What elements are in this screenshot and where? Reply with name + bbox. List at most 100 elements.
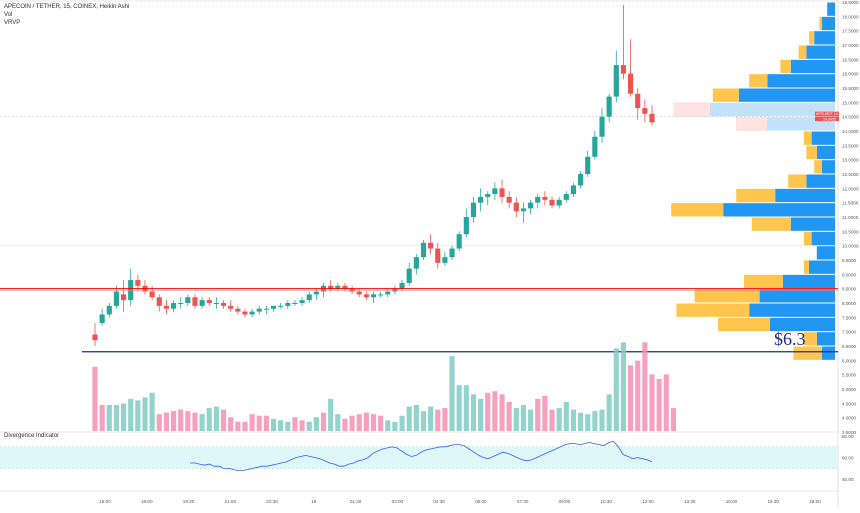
- volume-bar: [256, 415, 262, 431]
- vp-bar-yellow: [798, 45, 807, 59]
- x-tick-label: 18: [311, 499, 317, 504]
- candle-body: [649, 113, 655, 123]
- price-tag-lower: [815, 116, 839, 122]
- candle-body: [185, 297, 191, 303]
- x-tick-label: 18:00: [141, 499, 153, 504]
- y-tick-label: 11.0000: [842, 215, 859, 220]
- volume-bar: [285, 421, 291, 431]
- vol-label[interactable]: Vol: [4, 12, 13, 18]
- volume-bar: [449, 356, 455, 431]
- y-tick-label: 11.5000: [842, 201, 859, 206]
- volume-bar: [656, 379, 662, 431]
- y-tick-label: 10.5000: [842, 229, 859, 234]
- candle-body: [549, 199, 555, 206]
- y-tick-label: 14.0000: [842, 129, 859, 134]
- x-tick-label: 01:30: [350, 499, 362, 504]
- candle-body: [599, 116, 605, 137]
- vp-bar-yellow: [676, 303, 750, 317]
- candle-body: [99, 314, 105, 324]
- x-tick-label: 03:00: [392, 499, 404, 504]
- y-tick-label: 13.5000: [842, 143, 859, 148]
- symbol-line[interactable]: APECOIN / TETHER, 15, COINEX, Heikin Ash…: [4, 4, 130, 10]
- y-tick-label: 17.5000: [842, 29, 859, 34]
- candle-body: [435, 248, 441, 263]
- vp-bar-blue: [738, 88, 835, 102]
- volume-bar: [399, 415, 405, 431]
- candle-body: [278, 305, 284, 307]
- candle-body: [385, 291, 391, 295]
- candle-body: [292, 303, 298, 304]
- candle-body: [242, 311, 248, 315]
- vp-bar-yellow: [673, 102, 711, 117]
- candle-body: [235, 308, 241, 312]
- volume-bar: [142, 397, 148, 431]
- candle-body: [342, 285, 348, 289]
- candle-body: [428, 242, 434, 249]
- volume-bar: [413, 405, 419, 431]
- candle-body: [170, 303, 177, 309]
- volume-bar: [128, 398, 134, 431]
- candle-body: [585, 156, 591, 174]
- volume-bar: [92, 366, 98, 431]
- candle-body: [392, 288, 398, 292]
- candle-body: [313, 291, 319, 295]
- volume-bar: [206, 408, 212, 431]
- y-tick-label: 12.0000: [842, 186, 859, 191]
- volume-bar: [163, 412, 169, 431]
- chart-legend: APECOIN / TETHER, 15, COINEX, Heikin Ash…: [4, 3, 129, 27]
- x-tick-label: 07:30: [517, 499, 529, 504]
- vp-bar-yellow: [736, 188, 776, 203]
- volume-bar: [528, 409, 534, 431]
- price-annotation: $6.3: [774, 329, 806, 349]
- y-tick-label: 3.5000: [842, 430, 856, 435]
- volume-bar: [456, 385, 462, 431]
- vrvp-label[interactable]: VRVP: [4, 20, 21, 26]
- candle-body: [563, 194, 569, 200]
- x-tick-label: 09:00: [559, 499, 571, 504]
- vp-bar-blue: [816, 246, 835, 260]
- x-tick-label: 12:00: [642, 499, 654, 504]
- candle-body: [199, 300, 205, 306]
- volume-bar: [420, 411, 427, 431]
- candle-body: [628, 73, 634, 94]
- candle-body: [149, 291, 155, 298]
- vp-bar-yellow: [803, 131, 812, 145]
- candle-body: [120, 294, 127, 301]
- volume-bar: [170, 411, 177, 431]
- y-tick-label: 18.5000: [842, 0, 859, 5]
- volume-bar: [542, 395, 548, 431]
- oscillator-title[interactable]: Divergence Indicator: [4, 433, 60, 439]
- volume-bar: [378, 415, 384, 431]
- candle-body: [163, 305, 169, 309]
- vp-bar-blue: [759, 289, 835, 303]
- x-tick-label: 16:30: [767, 499, 779, 504]
- x-tick-label: 04:30: [433, 499, 445, 504]
- candle-body: [220, 303, 227, 306]
- candle-body: [249, 311, 255, 315]
- y-tick-label: 15.0000: [842, 100, 859, 105]
- vp-bar-yellow: [718, 317, 770, 332]
- candle-body: [263, 308, 269, 310]
- candle-body: [449, 248, 455, 258]
- vp-bar-yellow: [744, 274, 783, 289]
- volume-bar: [435, 409, 441, 431]
- candle-body: [513, 202, 519, 212]
- candle-body: [285, 303, 291, 306]
- vp-bar-blue: [827, 2, 835, 16]
- volume-bar: [235, 421, 241, 431]
- candle-body: [206, 300, 212, 303]
- volume-bar: [249, 414, 255, 431]
- vp-bar-blue: [775, 188, 835, 203]
- y-tick-label: 6.0000: [842, 358, 856, 363]
- volume-bar: [213, 406, 219, 431]
- volume-bar: [392, 421, 398, 431]
- candle-body: [363, 294, 369, 298]
- volume-bar: [535, 398, 541, 431]
- x-tick-label: 21:00: [225, 499, 237, 504]
- volume-bar: [492, 391, 498, 431]
- vp-bar-blue: [710, 102, 835, 117]
- candle-body: [106, 305, 112, 315]
- candle-body: [356, 291, 362, 295]
- vp-bar-yellow: [751, 217, 791, 231]
- x-tick-label: 19:30: [183, 499, 195, 504]
